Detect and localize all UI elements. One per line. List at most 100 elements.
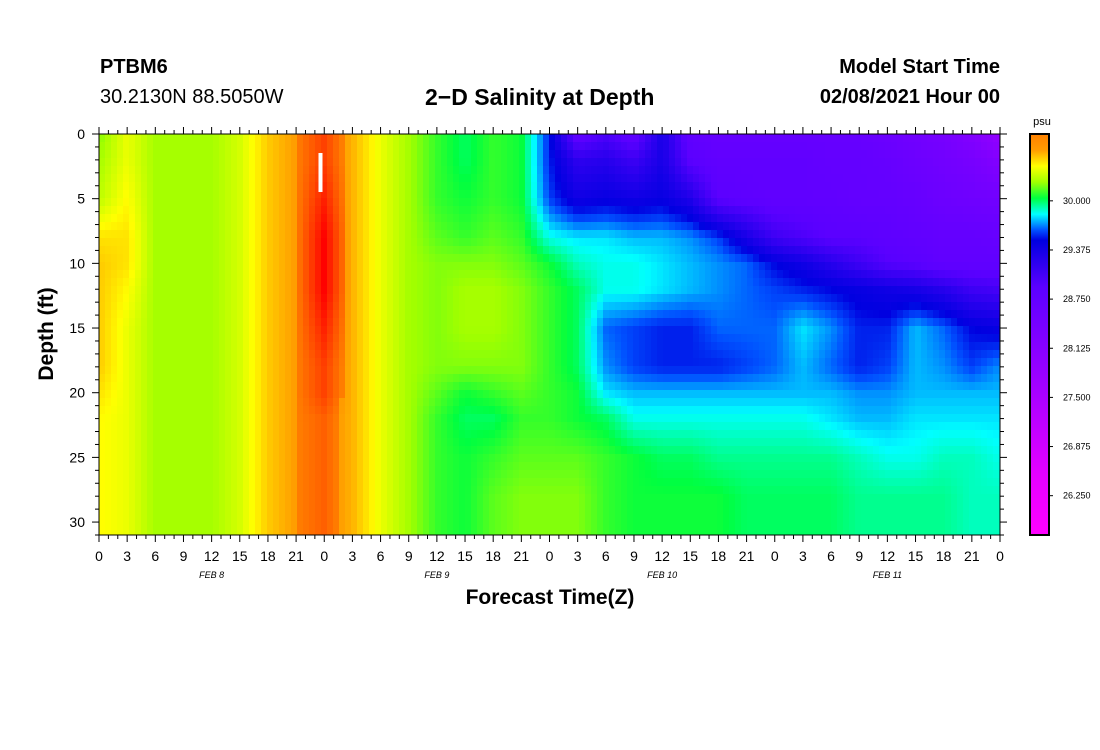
heatmap-cell	[429, 254, 436, 263]
heatmap-cell	[621, 374, 628, 383]
heatmap-cell	[567, 158, 574, 167]
heatmap-cell	[483, 198, 490, 207]
heatmap-cell	[489, 214, 496, 223]
heatmap-cell	[945, 206, 952, 215]
heatmap-cell	[429, 318, 436, 327]
heatmap-cell	[105, 174, 112, 183]
heatmap-cell	[651, 318, 658, 327]
heatmap-cell	[765, 222, 772, 231]
heatmap-cell	[435, 206, 442, 215]
heatmap-cell	[723, 366, 730, 375]
heatmap-cell	[639, 270, 646, 279]
heatmap-cell	[207, 150, 214, 159]
heatmap-cell	[885, 302, 892, 311]
heatmap-cell	[495, 334, 502, 343]
heatmap-cell	[261, 358, 268, 367]
heatmap-cell	[711, 142, 718, 151]
heatmap-cell	[561, 142, 568, 151]
heatmap-cell	[717, 190, 724, 199]
heatmap-cell	[687, 158, 694, 167]
heatmap-cell	[837, 254, 844, 263]
heatmap-cell	[699, 142, 706, 151]
heatmap-cell	[561, 166, 568, 175]
heatmap-cell	[741, 166, 748, 175]
heatmap-cell	[237, 334, 244, 343]
heatmap-cell	[489, 158, 496, 167]
heatmap-cell	[705, 222, 712, 231]
heatmap-cell	[933, 350, 940, 359]
heatmap-cell	[933, 166, 940, 175]
heatmap-cell	[963, 390, 970, 399]
heatmap-cell	[351, 366, 358, 375]
heatmap-cell	[945, 222, 952, 231]
heatmap-cell	[117, 358, 124, 367]
heatmap-cell	[801, 270, 808, 279]
heatmap-cell	[627, 302, 634, 311]
heatmap-cell	[741, 326, 748, 335]
heatmap-cell	[345, 390, 352, 399]
heatmap-cell	[141, 294, 148, 303]
heatmap-cell	[429, 302, 436, 311]
heatmap-cell	[285, 286, 292, 295]
heatmap-cell	[753, 254, 760, 263]
heatmap-cell	[849, 382, 856, 391]
heatmap-cell	[765, 254, 772, 263]
heatmap-cell	[483, 374, 490, 383]
heatmap-cell	[369, 382, 376, 391]
heatmap-cell	[459, 334, 466, 343]
heatmap-cell	[765, 238, 772, 247]
heatmap-cell	[861, 246, 868, 255]
heatmap-cell	[855, 286, 862, 295]
heatmap-cell	[789, 254, 796, 263]
heatmap-cell	[627, 326, 634, 335]
heatmap-cell	[507, 342, 514, 351]
heatmap-cell	[819, 326, 826, 335]
heatmap-cell	[357, 150, 364, 159]
heatmap-cell	[705, 302, 712, 311]
heatmap-cell	[123, 398, 130, 407]
heatmap-cell	[273, 142, 280, 151]
heatmap-cell	[117, 382, 124, 391]
heatmap-cell	[273, 358, 280, 367]
heatmap-cell	[555, 318, 562, 327]
heatmap-cell	[381, 310, 388, 319]
heatmap-cell	[801, 294, 808, 303]
heatmap-cell	[807, 134, 814, 143]
heatmap-cell	[957, 158, 964, 167]
heatmap-cell	[717, 142, 724, 151]
heatmap-cell	[969, 182, 976, 191]
heatmap-cell	[243, 254, 250, 263]
heatmap-cell	[483, 350, 490, 359]
heatmap-cell	[591, 174, 598, 183]
heatmap-cell	[777, 286, 784, 295]
heatmap-cell	[447, 294, 454, 303]
heatmap-cell	[333, 350, 340, 359]
heatmap-cell	[933, 366, 940, 375]
heatmap-cell	[705, 310, 712, 319]
heatmap-cell	[561, 270, 568, 279]
heatmap-cell	[717, 366, 724, 375]
heatmap-cell	[969, 166, 976, 175]
heatmap-cell	[201, 366, 208, 375]
heatmap-cell	[759, 134, 766, 143]
heatmap-cell	[225, 382, 232, 391]
heatmap-cell	[297, 158, 304, 167]
heatmap-cell	[801, 342, 808, 351]
heatmap-cell	[195, 238, 202, 247]
heatmap-cell	[249, 270, 256, 279]
heatmap-cell	[417, 166, 424, 175]
heatmap-cell	[675, 198, 682, 207]
heatmap-cell	[285, 358, 292, 367]
heatmap-cell	[981, 254, 988, 263]
heatmap-cell	[861, 222, 868, 231]
heatmap-cell	[831, 238, 838, 247]
heatmap-cell	[351, 326, 358, 335]
heatmap-cell	[153, 398, 160, 407]
heatmap-cell	[909, 382, 916, 391]
heatmap-cell	[759, 302, 766, 311]
heatmap-cell	[495, 222, 502, 231]
heatmap-cell	[123, 390, 130, 399]
heatmap-cell	[267, 214, 274, 223]
heatmap-cell	[825, 222, 832, 231]
heatmap-cell	[939, 174, 946, 183]
